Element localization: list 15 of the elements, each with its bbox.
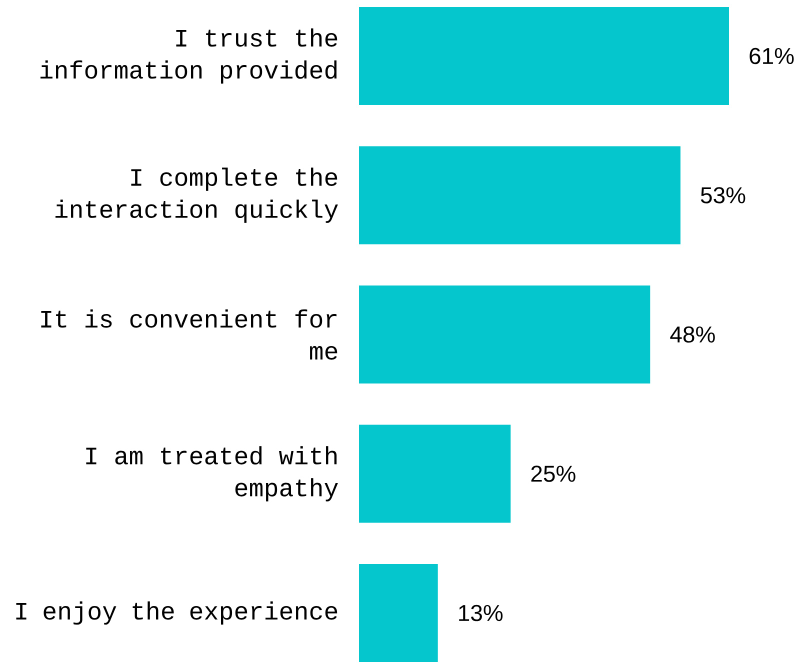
bar xyxy=(359,146,680,244)
data-label: 25% xyxy=(531,466,576,482)
y-tick-label: I enjoy the experience xyxy=(16,601,338,625)
bar xyxy=(359,564,438,662)
y-tick-label: I complete the interaction quickly xyxy=(56,168,338,223)
data-label: 53% xyxy=(700,187,746,204)
bar xyxy=(359,424,511,523)
y-tick-label: It is convenient for me xyxy=(41,309,338,360)
y-tick-label: I trust the information provided xyxy=(40,28,338,84)
bar xyxy=(359,286,650,384)
data-label: 61% xyxy=(750,48,794,64)
y-tick-label: I am treated with empathy xyxy=(86,446,338,502)
data-label: 13% xyxy=(459,604,503,622)
data-label: 48% xyxy=(670,326,715,343)
bar xyxy=(359,7,729,106)
